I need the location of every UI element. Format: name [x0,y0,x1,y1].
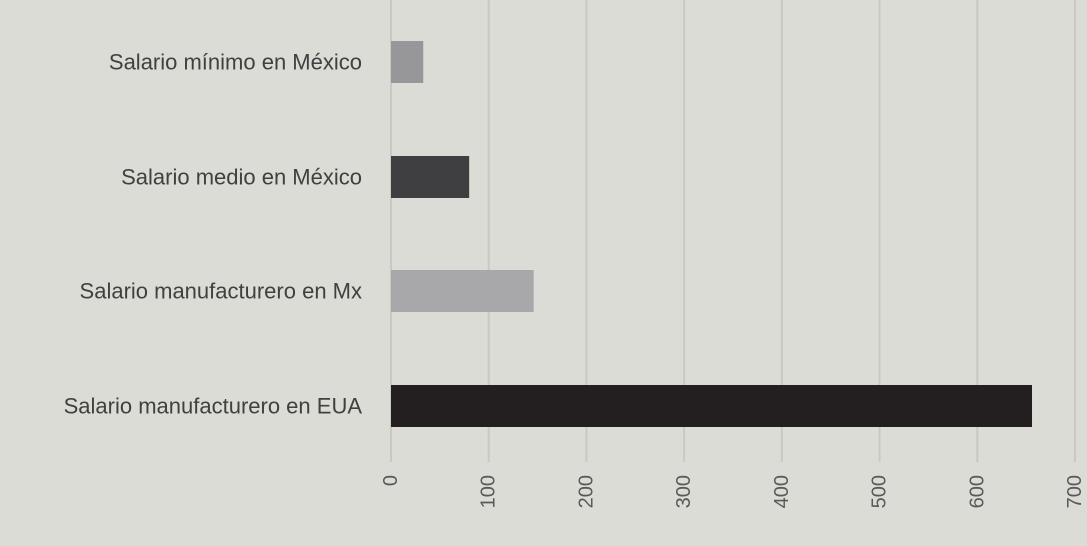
x-tick-label: 200 [575,475,597,508]
x-tick-label: 500 [869,475,891,508]
bar-3 [391,270,534,312]
x-tick-label: 100 [478,475,500,508]
category-label: Salario mínimo en México [109,50,362,75]
category-label: Salario manufacturero en Mx [80,279,362,304]
category-label: Salario manufacturero en EUA [64,394,363,419]
x-tick-label: 0 [380,475,402,486]
bar-4 [391,385,1033,427]
bar-1 [391,41,424,83]
category-labels: Salario mínimo en México Salario medio en… [64,50,363,419]
x-tick-label: 400 [771,475,793,508]
gridlines [390,0,1076,462]
bar-2 [391,156,470,198]
x-tick-label: 700 [1064,475,1086,508]
x-tick-label: 600 [966,475,988,508]
bars [391,41,1033,427]
category-label: Salario medio en México [121,165,362,190]
x-tick-labels: 0 100 200 300 400 500 600 700 [380,475,1086,508]
x-tick-label: 300 [673,475,695,508]
